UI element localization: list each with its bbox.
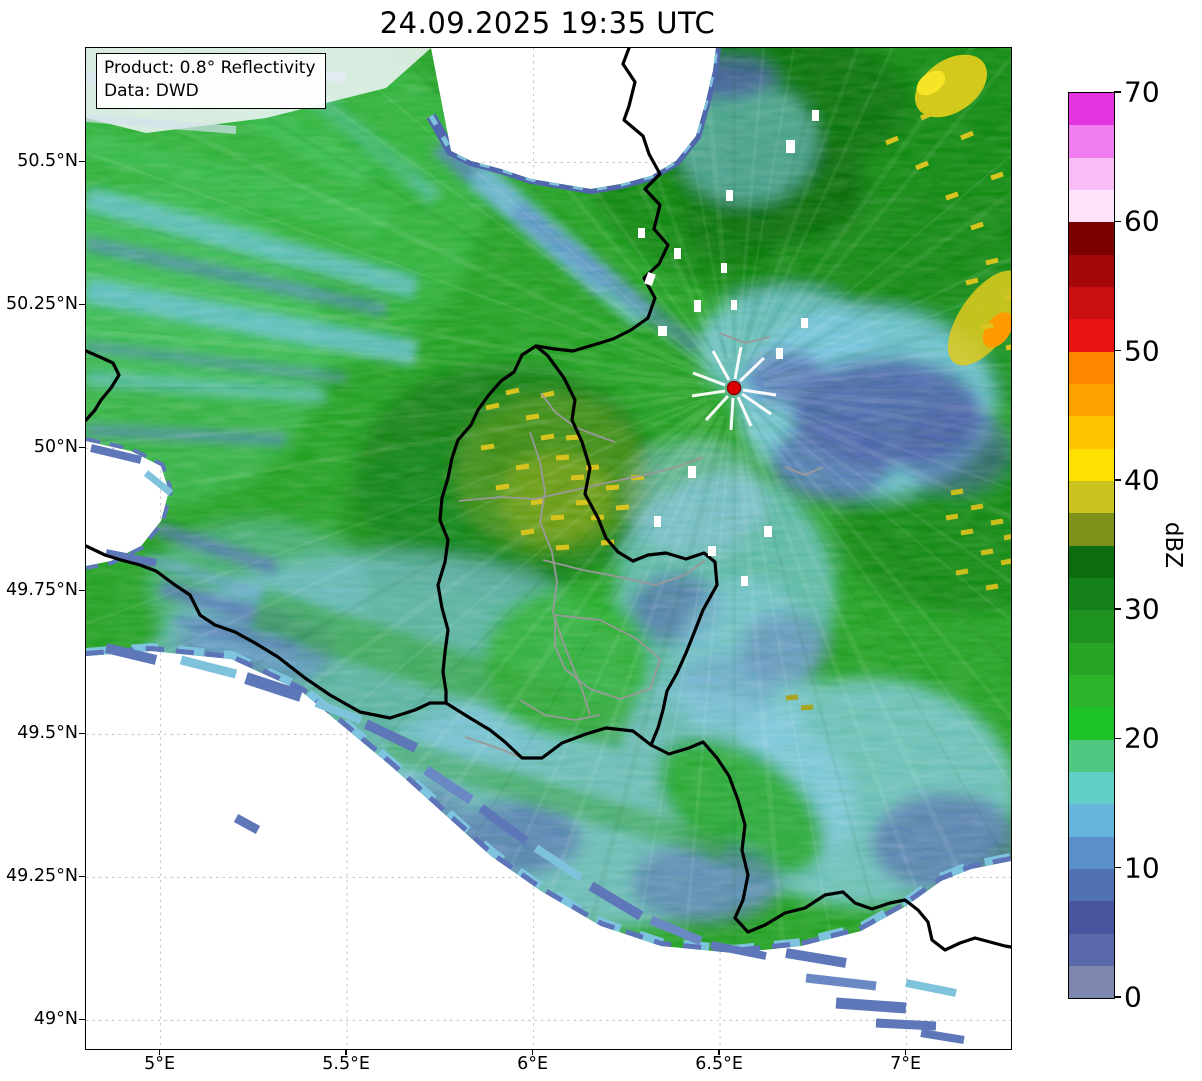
colorbar-segment [1069, 286, 1114, 320]
colorbar-tick-label: 40 [1124, 463, 1160, 497]
colorbar-segment [1069, 739, 1114, 772]
info-product-line: Product: 0.8° Reflectivity [104, 58, 316, 78]
colorbar [1068, 92, 1115, 999]
outlier-echo-streaks [90, 444, 965, 1044]
x-tick-label: 6°E [517, 1054, 549, 1074]
colorbar-segment [1069, 901, 1114, 934]
colorbar-tick-label: 30 [1124, 592, 1160, 626]
colorbar-tick-label: 60 [1124, 204, 1160, 238]
colorbar-segment [1069, 577, 1114, 611]
x-tick-mark [718, 1048, 720, 1055]
colorbar-segment [1069, 513, 1114, 546]
page-title: 24.09.2025 19:35 UTC [379, 6, 716, 40]
y-tick-label: 49.75°N [6, 580, 78, 601]
x-tick-mark [158, 1048, 161, 1055]
colorbar-segment [1069, 965, 1114, 999]
colorbar-tick-label: 50 [1124, 334, 1160, 368]
echo-field [86, 48, 1011, 1049]
colorbar-segment [1069, 610, 1114, 643]
colorbar-segment [1069, 93, 1114, 126]
y-tick-mark [79, 1018, 85, 1021]
y-tick-label: 49.5°N [17, 723, 78, 744]
colorbar-segment [1069, 933, 1114, 966]
x-tick-label: 5°E [144, 1054, 176, 1074]
radar-clutter-spokes [638, 110, 819, 586]
x-tick-mark [531, 1048, 534, 1055]
colorbar-tick-mark [1114, 608, 1121, 610]
colorbar-tick-mark [1114, 866, 1121, 869]
colorbar-segment [1069, 545, 1114, 578]
colorbar-segment [1069, 254, 1114, 287]
colorbar-segment [1069, 222, 1114, 255]
x-tick-label: 5.5°E [322, 1054, 370, 1074]
info-source-line: Data: DWD [104, 80, 199, 101]
colorbar-segment [1069, 707, 1114, 740]
radar-plot-area: Product: 0.8° Reflectivity Data: DWD [85, 47, 1012, 1050]
y-tick-label: 50.5°N [17, 151, 78, 172]
admin-borders [458, 332, 824, 760]
colorbar-tick-label: 10 [1124, 851, 1160, 885]
colorbar-segment [1069, 804, 1114, 837]
y-tick-label: 49°N [33, 1009, 78, 1030]
colorbar-tick-mark [1114, 737, 1121, 740]
y-tick-mark [79, 303, 85, 306]
y-tick-mark [79, 446, 85, 449]
yellow-core-speckles [480, 54, 1011, 711]
y-tick-label: 49.25°N [6, 866, 78, 887]
colorbar-tick-label: 20 [1124, 721, 1160, 755]
radar-site-marker [726, 380, 742, 396]
colorbar-tick-mark [1114, 479, 1121, 481]
y-tick-mark [79, 732, 85, 735]
colorbar-segment [1069, 189, 1114, 223]
info-box: Product: 0.8° Reflectivity Data: DWD [96, 53, 326, 109]
x-tick-mark [904, 1048, 907, 1055]
colorbar-segment [1069, 480, 1114, 514]
colorbar-segment [1069, 383, 1114, 417]
y-tick-mark [79, 589, 85, 592]
y-tick-mark [79, 160, 85, 163]
colorbar-tick-mark [1114, 996, 1121, 998]
x-tick-label: 7°E [890, 1054, 922, 1074]
colorbar-segment [1069, 125, 1114, 158]
colorbar-segment [1069, 351, 1114, 384]
colorbar-unit-label: dBZ [1160, 521, 1186, 569]
colorbar-segment [1069, 771, 1114, 805]
colorbar-segment [1069, 448, 1114, 481]
colorbar-segment [1069, 868, 1114, 902]
colorbar-tick-mark [1114, 220, 1121, 223]
colorbar-segment [1069, 319, 1114, 352]
x-tick-label: 6.5°E [695, 1054, 743, 1074]
y-tick-label: 50.25°N [6, 294, 78, 315]
colorbar-segment [1069, 416, 1114, 449]
colorbar-segment [1069, 157, 1114, 190]
colorbar-tick-label: 70 [1124, 75, 1160, 109]
y-tick-label: 50°N [33, 437, 78, 458]
colorbar-tick-mark [1114, 349, 1121, 352]
x-tick-mark [345, 1048, 347, 1055]
colorbar-segment [1069, 642, 1114, 675]
y-tick-mark [79, 875, 85, 878]
country-borders [86, 48, 1011, 952]
colorbar-tick-label: 0 [1124, 980, 1142, 1014]
colorbar-segment [1069, 836, 1114, 869]
colorbar-segment [1069, 674, 1114, 708]
colorbar-tick-mark [1114, 91, 1121, 93]
radar-map-svg [86, 48, 1011, 1049]
